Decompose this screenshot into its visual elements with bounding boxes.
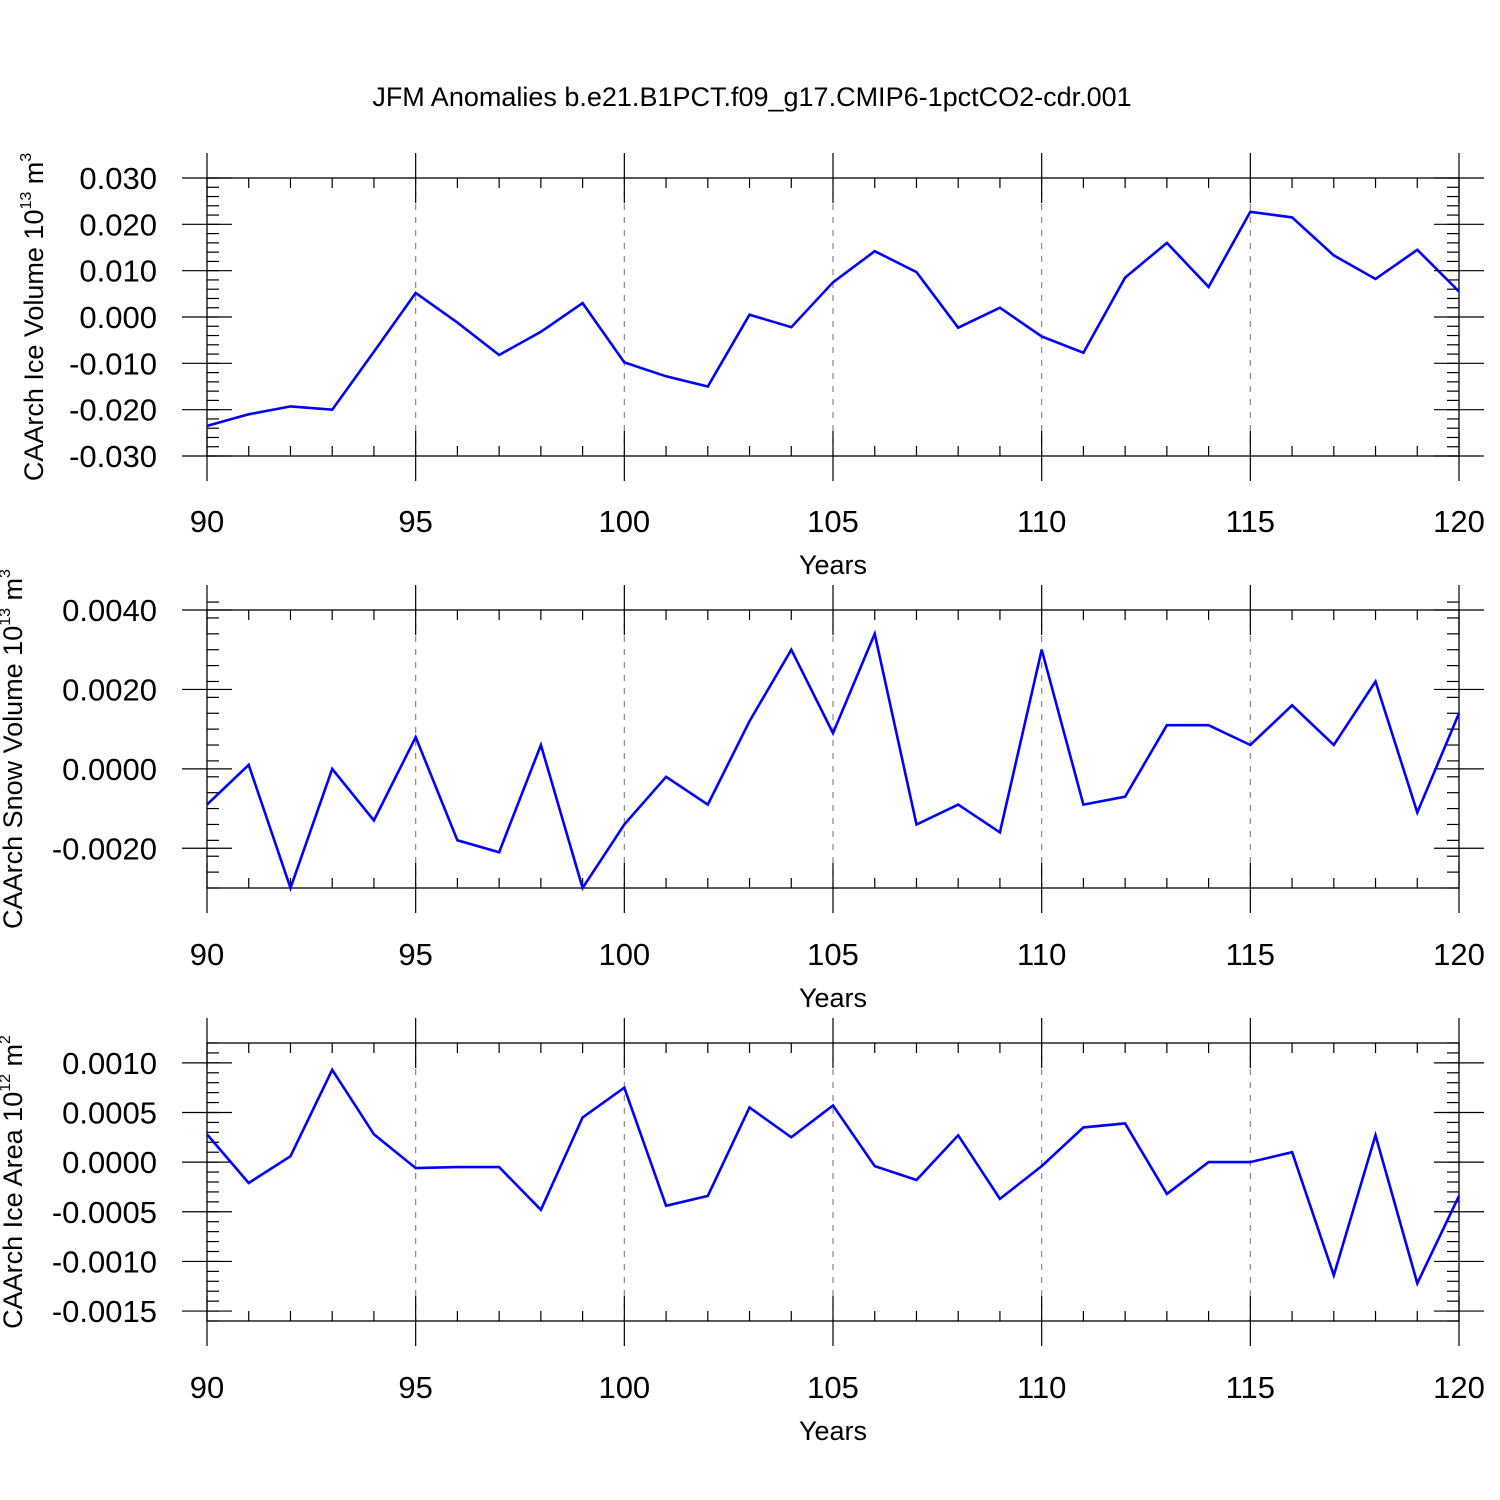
chart-panel-2: -0.0020 0.0000 0.0020 0.0040 90 95 100 105 110 11… bbox=[0, 569, 1485, 1013]
x-tick-label: 95 bbox=[398, 937, 432, 972]
x-tick-label: 105 bbox=[807, 504, 859, 539]
y-axis-label-text: CAArch Snow Volume 10 bbox=[0, 626, 28, 929]
y-axis-label: CAArch Ice Area 1012 m2 bbox=[0, 1035, 28, 1329]
y-tick-label: 0.000 bbox=[79, 300, 157, 335]
y-tick-label: -0.0005 bbox=[52, 1195, 157, 1230]
y-axis-label-unit-exponent: 3 bbox=[18, 153, 35, 162]
y-tick-label: 0.0020 bbox=[62, 672, 157, 707]
y-axis-label-unit: m bbox=[19, 162, 49, 192]
y-axis-label-unit-exponent: 2 bbox=[0, 1035, 14, 1044]
y-tick-label: 0.0000 bbox=[62, 752, 157, 787]
y-tick-label: 0.020 bbox=[79, 207, 157, 242]
y-axis-label-exponent: 12 bbox=[0, 1074, 14, 1092]
y-tick-label: 0.030 bbox=[79, 161, 157, 196]
x-tick-label: 100 bbox=[598, 937, 650, 972]
x-tick-label: 90 bbox=[190, 937, 224, 972]
x-tick-label: 105 bbox=[807, 937, 859, 972]
x-tick-label: 115 bbox=[1226, 1370, 1275, 1405]
y-tick-label: 0.010 bbox=[79, 254, 157, 289]
series-line bbox=[206, 210, 1460, 428]
y-tick-label: -0.020 bbox=[69, 393, 157, 428]
x-tick-label: 100 bbox=[598, 504, 650, 539]
y-tick-label: -0.030 bbox=[69, 439, 157, 474]
x-tick-label: 90 bbox=[190, 504, 224, 539]
y-tick-label: 0.0005 bbox=[62, 1096, 157, 1131]
x-tick-label: 100 bbox=[598, 1370, 650, 1405]
x-tick-label: 110 bbox=[1017, 937, 1066, 972]
y-axis-label-unit: m bbox=[0, 1044, 28, 1074]
y-tick-label: -0.010 bbox=[69, 346, 157, 381]
y-axis-label-text: CAArch Ice Area 10 bbox=[0, 1092, 28, 1329]
y-axis-label-unit: m bbox=[0, 578, 28, 608]
x-tick-label: 105 bbox=[807, 1370, 859, 1405]
x-tick-label: 120 bbox=[1433, 1370, 1485, 1405]
y-axis-label-exponent: 13 bbox=[0, 608, 14, 626]
y-tick-label: 0.0040 bbox=[62, 593, 157, 628]
x-tick-label: 110 bbox=[1017, 1370, 1066, 1405]
chart-panels: -0.030 -0.020 -0.010 0.000 0.010 0.020 0.030 90… bbox=[0, 153, 1485, 1446]
y-axis-label: CAArch Snow Volume 1013 m3 bbox=[0, 569, 28, 929]
y-tick-label: -0.0015 bbox=[52, 1294, 157, 1329]
y-axis-label-exponent: 13 bbox=[18, 192, 35, 210]
series-line bbox=[206, 629, 1461, 892]
y-axis-label: CAArch Ice Volume 1013 m3 bbox=[18, 153, 49, 481]
x-axis-label: Years bbox=[799, 550, 867, 580]
y-axis-label-unit-exponent: 3 bbox=[0, 569, 14, 578]
figure-title: JFM Anomalies b.e21.B1PCT.f09_g17.CMIP6-… bbox=[372, 82, 1131, 112]
x-tick-label: 120 bbox=[1433, 504, 1485, 539]
x-axis-label: Years bbox=[799, 983, 867, 1013]
y-tick-label: 0.0000 bbox=[62, 1145, 157, 1180]
x-tick-label: 95 bbox=[398, 504, 432, 539]
x-tick-label: 95 bbox=[398, 1370, 432, 1405]
x-tick-label: 90 bbox=[190, 1370, 224, 1405]
x-tick-label: 110 bbox=[1017, 504, 1066, 539]
y-axis-label-text: CAArch Ice Volume 10 bbox=[19, 210, 49, 482]
y-tick-label: -0.0020 bbox=[52, 831, 157, 866]
x-tick-label: 115 bbox=[1226, 937, 1275, 972]
series-line bbox=[206, 1067, 1461, 1287]
x-tick-label: 115 bbox=[1226, 504, 1275, 539]
y-tick-label: 0.0010 bbox=[62, 1046, 157, 1081]
y-tick-label: -0.0010 bbox=[52, 1244, 157, 1279]
x-axis-label: Years bbox=[799, 1416, 867, 1446]
chart-panel-1: -0.030 -0.020 -0.010 0.000 0.010 0.020 0.030 90… bbox=[18, 153, 1485, 580]
x-tick-label: 120 bbox=[1433, 937, 1485, 972]
chart-panel-3: -0.0015 -0.0010 -0.0005 0.0000 0.0005 0.0010 9… bbox=[0, 1018, 1485, 1446]
